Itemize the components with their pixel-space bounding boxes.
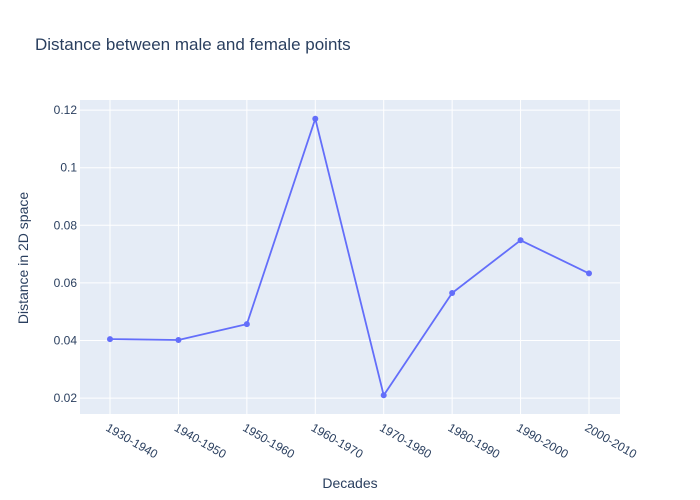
x-axis-title: Decades (322, 475, 377, 491)
y-tick-label: 0.02 (54, 391, 78, 405)
x-tick-label: 1960-1970 (309, 420, 366, 461)
x-tick-label: 1970-1980 (377, 420, 434, 461)
data-point (449, 290, 456, 297)
data-point (380, 392, 387, 399)
x-tick-label: 2000-2010 (583, 420, 640, 461)
x-tick-label: 1950-1960 (240, 420, 297, 461)
y-tick-label: 0.1 (60, 161, 77, 175)
chart-title: Distance between male and female points (35, 35, 351, 54)
y-tick-label: 0.08 (54, 218, 78, 232)
y-axis-ticks: 0.02 0.04 0.06 0.08 0.1 0.12 (54, 103, 78, 405)
x-axis-ticks: 1930-1940 1940-1950 1950-1960 1960-1970 1970… (104, 420, 640, 461)
y-tick-label: 0.12 (54, 103, 78, 117)
y-tick-label: 0.06 (54, 276, 78, 290)
x-tick-label: 1940-1950 (172, 420, 229, 461)
y-tick-label: 0.04 (54, 334, 78, 348)
series-line (109, 115, 590, 398)
data-point (586, 270, 592, 277)
data-points (107, 115, 592, 399)
data-point (107, 336, 113, 343)
grid-lines (80, 100, 620, 414)
x-tick-label: 1980-1990 (446, 420, 503, 461)
x-tick-label: 1990-2000 (514, 420, 571, 461)
data-point (175, 336, 182, 343)
data-point (517, 237, 524, 244)
x-tick-label: 1930-1940 (104, 420, 161, 461)
y-axis-title: Distance in 2D space (15, 192, 31, 325)
data-point (243, 321, 250, 328)
data-point (312, 115, 319, 122)
